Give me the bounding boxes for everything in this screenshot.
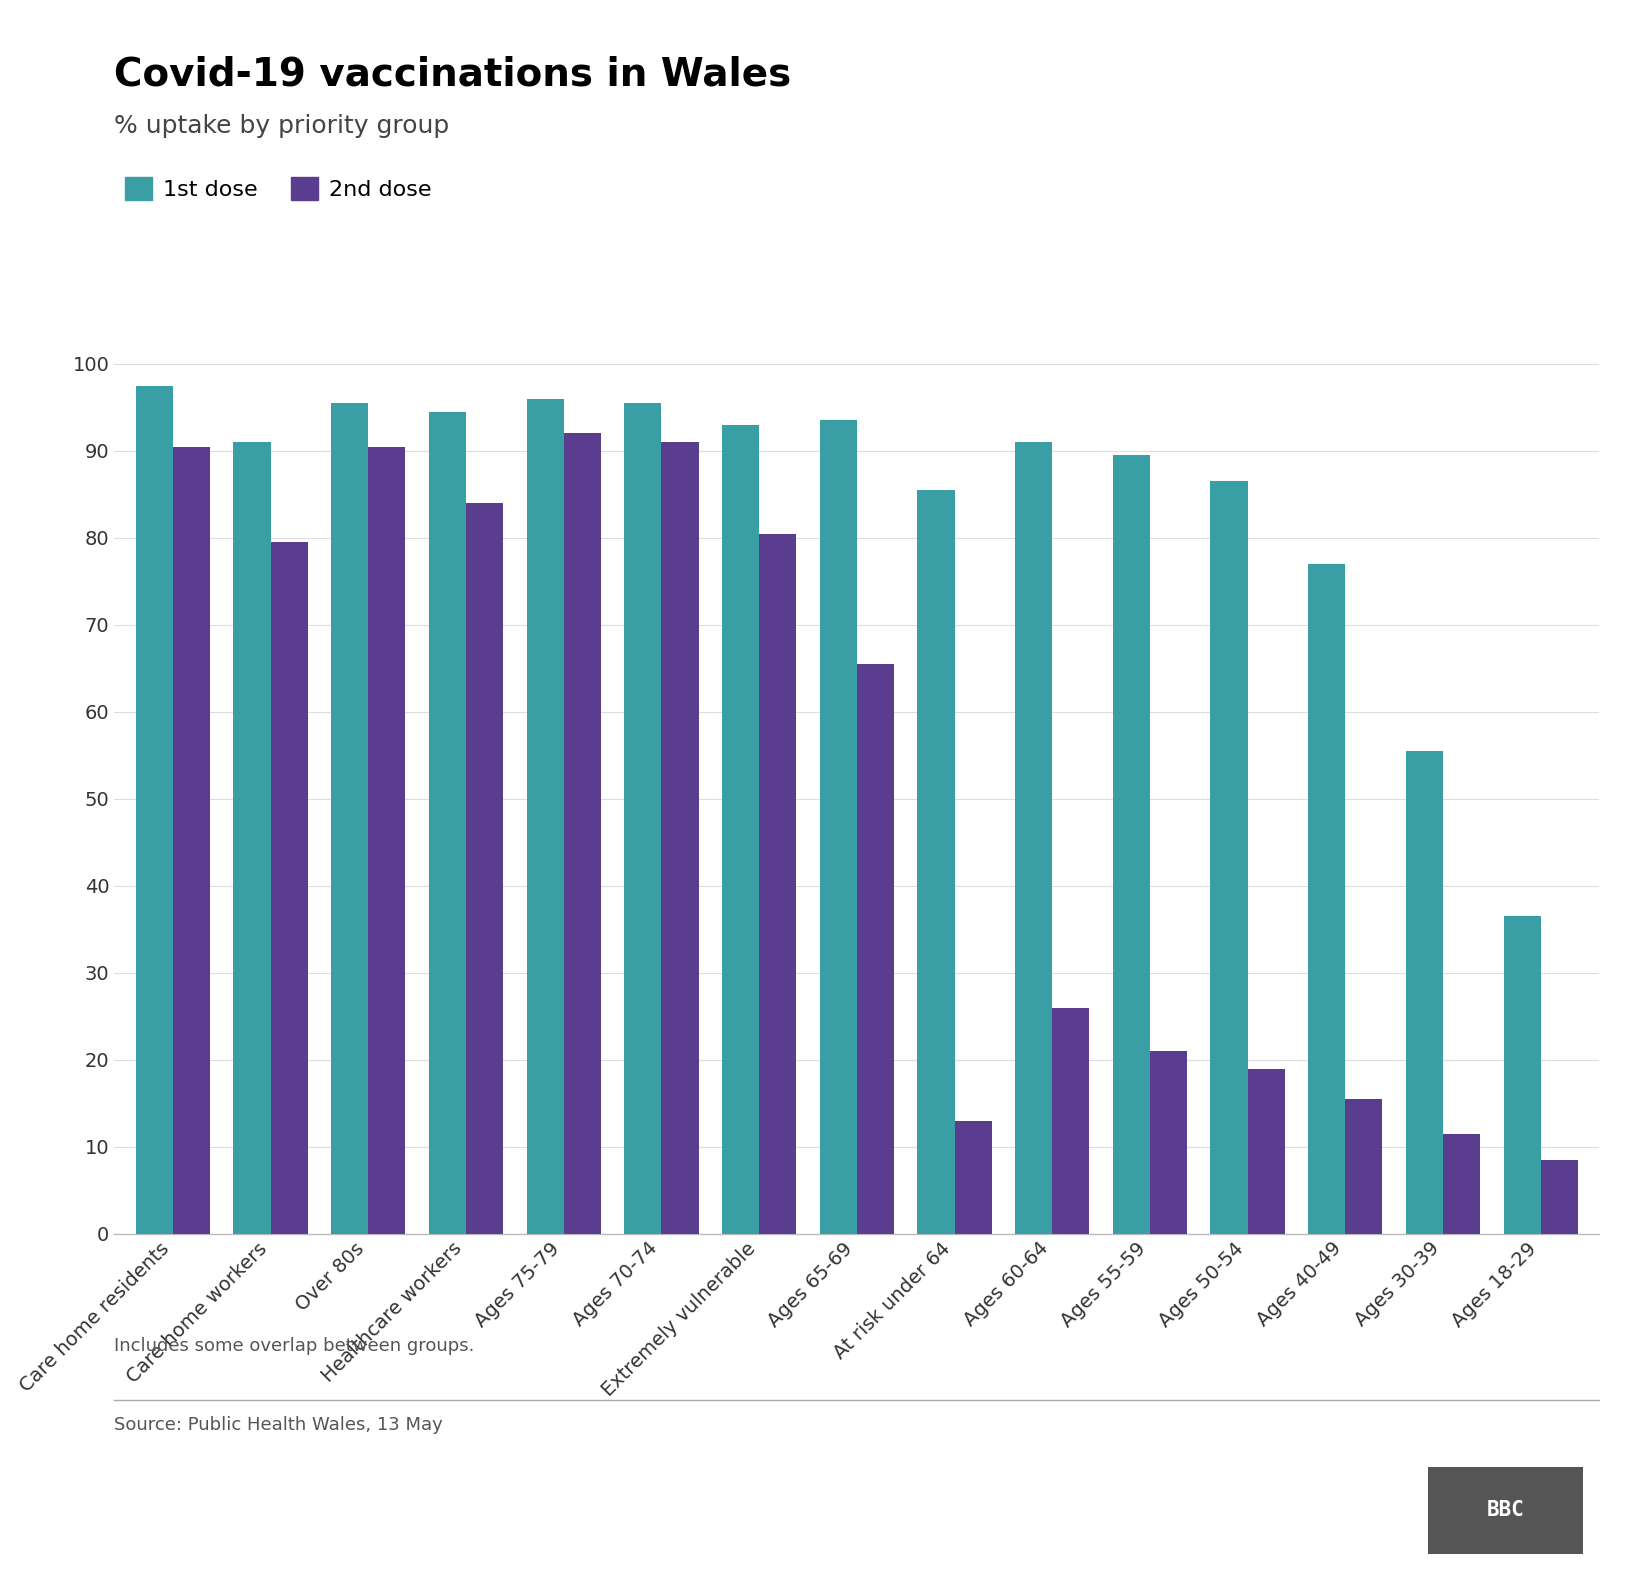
Text: % uptake by priority group: % uptake by priority group [114,114,449,138]
Bar [1053,1008,1089,1234]
Bar [857,664,894,1234]
Bar [819,421,857,1234]
Bar [1345,1099,1382,1234]
Bar [563,433,601,1234]
Text: Covid-19 vaccinations in Wales: Covid-19 vaccinations in Wales [114,55,792,93]
Bar [661,441,698,1234]
Bar [173,446,211,1234]
Bar [917,490,955,1234]
Bar [1541,1160,1578,1234]
Bar [429,411,467,1234]
Bar [1443,1134,1480,1234]
Bar [467,503,503,1234]
Bar [955,1120,992,1234]
Bar [1247,1069,1284,1234]
Bar [721,424,759,1234]
Bar [1211,481,1247,1234]
Bar [1503,916,1541,1234]
Bar [759,533,796,1234]
Bar [1405,751,1443,1234]
Legend: 1st dose, 2nd dose: 1st dose, 2nd dose [126,177,431,199]
Bar [1151,1050,1186,1234]
Bar [1015,441,1053,1234]
Bar [271,543,308,1234]
Bar [625,403,661,1234]
Text: Source: Public Health Wales, 13 May: Source: Public Health Wales, 13 May [114,1416,442,1433]
Bar [1113,456,1151,1234]
Text: Includes some overlap between groups.: Includes some overlap between groups. [114,1337,475,1354]
Bar [1309,563,1345,1234]
Bar [331,403,369,1234]
Bar [135,386,173,1234]
Bar [369,446,405,1234]
Bar [527,399,563,1234]
Bar [233,441,271,1234]
Text: BBC: BBC [1487,1500,1524,1520]
